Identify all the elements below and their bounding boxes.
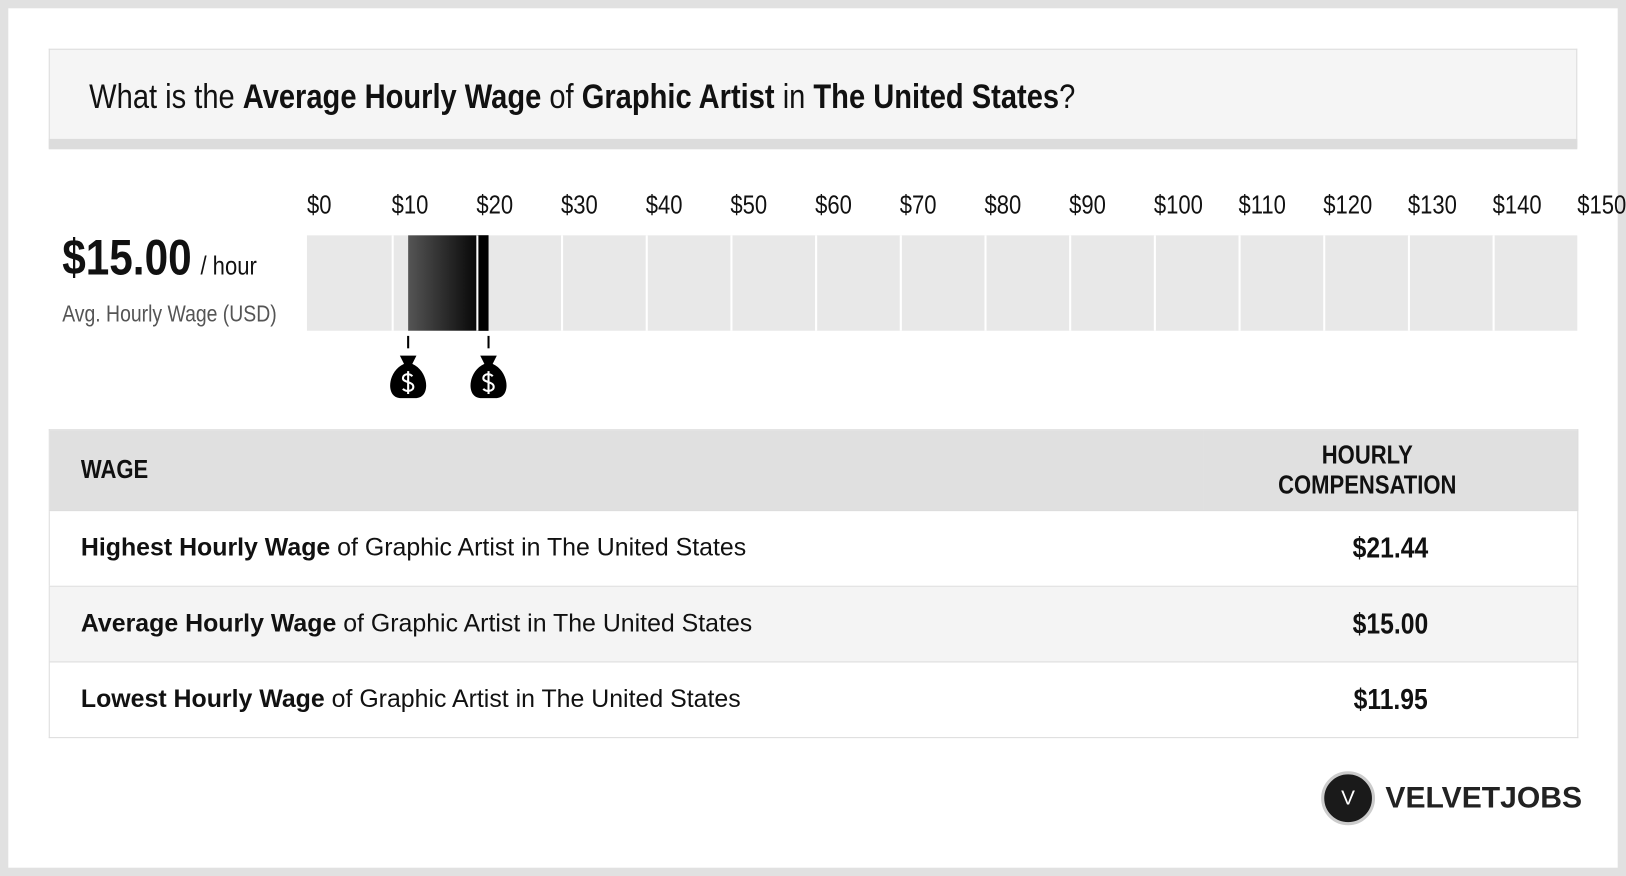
row-bold: Lowest Hourly Wage — [80, 685, 325, 714]
high-band — [477, 235, 489, 331]
wage-scale: $0 $10 $20 $30 $40 $50 $60 $70 $80 $90 $100 $110 $12… — [306, 191, 1626, 399]
header-text: WAGE — [80, 455, 149, 485]
tick-label: $100 — [1154, 191, 1203, 220]
title: What is the Average Hourly Wage of Graph… — [89, 77, 1075, 116]
wage-table: WAGE HOURLY COMPENSATION Highest Hourly W… — [48, 429, 1579, 739]
unit: / hour — [200, 251, 257, 281]
scale-track — [306, 235, 1578, 331]
row-label: Highest Hourly Wage of Graphic Artist in… — [49, 510, 1204, 587]
row-value: $21.44 — [1352, 531, 1429, 564]
row-label: Average Hourly Wage of Graphic Artist in… — [49, 585, 1204, 662]
caption: Avg. Hourly Wage (USD) — [62, 300, 277, 327]
logo-name: VELVETJOBS — [1385, 781, 1583, 815]
tick-label: $80 — [984, 191, 1021, 220]
row-value-cell: $21.44 — [1203, 510, 1578, 587]
tick-label: $150+ — [1577, 191, 1626, 220]
title-text: of — [549, 76, 574, 116]
tick-label: $30 — [561, 191, 598, 220]
tick-label: $60 — [815, 191, 852, 220]
header-cell: WAGE — [49, 429, 1204, 511]
logo: V VELVETJOBS — [1321, 771, 1583, 826]
header: What is the Average Hourly Wage of Graph… — [48, 48, 1578, 150]
table-header: WAGE HOURLY COMPENSATION — [49, 429, 1578, 511]
row-label: Lowest Hourly Wage of Graphic Artist in … — [49, 661, 1204, 738]
row-bold: Highest Hourly Wage — [80, 533, 331, 562]
row-bold: Average Hourly Wage — [80, 609, 337, 638]
header-cell: HOURLY COMPENSATION — [1203, 429, 1578, 511]
row-value-cell: $11.95 — [1203, 661, 1578, 738]
tick-label: $120 — [1323, 191, 1372, 220]
tick-label: $70 — [900, 191, 937, 220]
title-text: in — [782, 76, 806, 116]
title-text: ? — [1059, 76, 1076, 116]
wage-range — [408, 235, 489, 331]
tick-label: $140 — [1493, 191, 1542, 220]
tick-label: $130 — [1408, 191, 1457, 220]
tick-label: $90 — [1069, 191, 1106, 220]
tick-label: $50 — [730, 191, 767, 220]
title-text: What is the — [89, 76, 235, 116]
title-bold: The United States — [813, 76, 1060, 116]
row-text: of Graphic Artist in The United States — [337, 533, 747, 562]
table-row: Highest Hourly Wage of Graphic Artist in… — [49, 510, 1578, 587]
row-text: of Graphic Artist in The United States — [331, 685, 741, 714]
row-value-cell: $15.00 — [1203, 585, 1578, 662]
tick-label: $10 — [392, 191, 429, 220]
table-row: Average Hourly Wage of Graphic Artist in… — [49, 585, 1578, 662]
average-value: $15.00 — [62, 231, 192, 287]
tick-label: $110 — [1239, 191, 1286, 220]
row-value: $15.00 — [1352, 607, 1429, 640]
dollar-sign — [482, 371, 495, 394]
average-summary: $15.00 / hour — [62, 230, 257, 287]
logo-mark: V — [1321, 771, 1376, 826]
table-row: Lowest Hourly Wage of Graphic Artist in … — [49, 661, 1578, 738]
row-value: $11.95 — [1353, 683, 1428, 716]
row-text: of Graphic Artist in The United States — [343, 609, 753, 638]
dollar-sign — [401, 371, 415, 394]
tick-label: $0 — [307, 191, 332, 220]
header-text: HOURLY COMPENSATION — [1278, 440, 1457, 500]
title-bold: Average Hourly Wage — [242, 76, 542, 116]
title-bold: Graphic Artist — [581, 76, 775, 116]
tick-label: $20 — [476, 191, 513, 220]
tick-label: $40 — [646, 191, 683, 220]
